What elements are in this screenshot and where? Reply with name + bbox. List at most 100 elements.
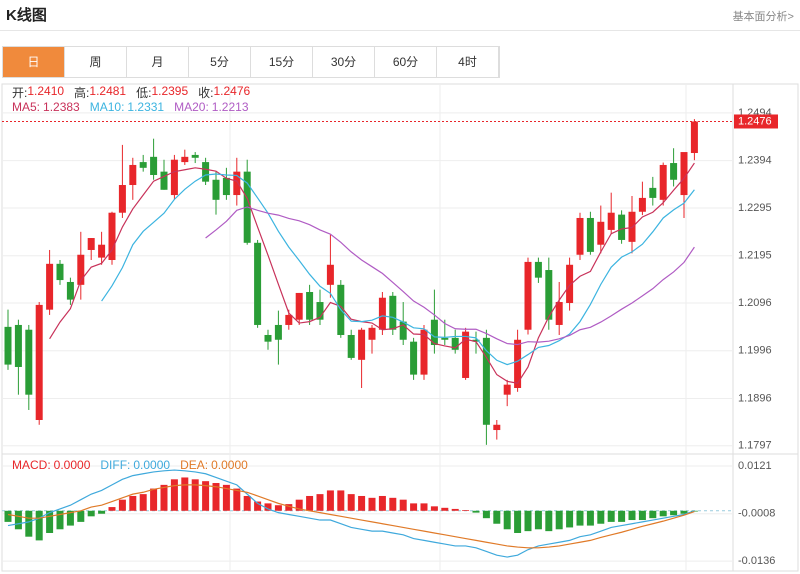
macd-bar <box>628 510 636 521</box>
macd-bar <box>659 510 667 517</box>
candle-body <box>649 187 657 198</box>
ohlc-value: 1.2410 <box>27 84 65 98</box>
ohlc-item: 高: 1.2481 <box>74 84 126 101</box>
candle-body <box>690 121 698 154</box>
period-tab[interactable]: 30分 <box>313 47 375 77</box>
candle-body <box>420 329 428 375</box>
macd-bar <box>420 503 428 511</box>
candle-body <box>524 261 532 330</box>
legend-value: 1.2331 <box>127 100 165 114</box>
macd-bar <box>555 510 563 530</box>
chart-frame <box>1 83 799 572</box>
macd-bar <box>98 510 106 514</box>
y-tick-label: 1.2195 <box>738 250 772 262</box>
macd-bar <box>524 510 532 532</box>
macd-bar <box>534 510 542 530</box>
macd-bar <box>347 494 355 511</box>
candle-body <box>441 337 449 340</box>
macd-bar <box>35 510 43 541</box>
candle-body <box>160 171 168 190</box>
ohlc-label: 高: <box>74 86 90 100</box>
macd-bar <box>14 510 22 530</box>
candle-body <box>139 162 147 168</box>
legend-value: 1.2383 <box>43 100 80 114</box>
y-tick-label: 1.2295 <box>738 202 772 214</box>
y-tick-label: 1.1896 <box>738 392 772 404</box>
candle-body <box>191 154 199 158</box>
candle-body <box>285 314 293 325</box>
candle-body <box>212 179 220 200</box>
macd-bar <box>638 510 646 521</box>
ohlc-label: 开: <box>12 86 28 100</box>
period-tab[interactable]: 4时 <box>437 47 499 77</box>
page-title: K线图 <box>6 7 47 24</box>
macd-bar <box>430 506 438 511</box>
candle-body <box>659 164 667 200</box>
candle-body <box>462 331 470 378</box>
macd-legend: MACD: 0.0000 DIFF: 0.0000 DEA: 0.0000 <box>12 458 248 472</box>
legend-name: DIFF: <box>100 458 131 472</box>
period-tab[interactable]: 日 <box>3 47 65 77</box>
period-tab[interactable]: 60分 <box>375 47 437 77</box>
candle-body <box>35 304 43 420</box>
macd-line <box>7 484 695 549</box>
period-tab[interactable]: 月 <box>127 47 189 77</box>
macd-bar <box>170 479 178 511</box>
macd-bar <box>472 510 480 513</box>
legend-value: 0.0000 <box>211 458 248 472</box>
fundamentals-link[interactable]: 基本面分析> <box>732 11 794 23</box>
candle-body <box>451 337 459 350</box>
macd-bar <box>358 495 366 511</box>
ma-line <box>101 173 695 366</box>
macd-bar <box>150 488 158 511</box>
candle-body <box>56 263 64 281</box>
period-tab[interactable]: 周 <box>65 47 127 77</box>
legend-value: 0.0000 <box>133 458 171 472</box>
macd-bar <box>264 503 272 511</box>
candle-body <box>46 263 54 310</box>
macd-bar <box>514 510 522 533</box>
macd-bar <box>607 510 615 522</box>
macd-bar <box>680 510 688 514</box>
legend-name: MA5: <box>12 100 41 114</box>
candle-body <box>514 339 522 388</box>
candle-body <box>4 326 12 365</box>
last-price-box <box>734 114 778 129</box>
legend-name: MA20: <box>174 100 209 114</box>
candle-body <box>368 327 376 340</box>
candle-body <box>607 212 615 230</box>
macd-bar <box>274 505 282 511</box>
candle-body <box>316 302 324 320</box>
macd-bar <box>378 495 386 511</box>
candle-body <box>129 164 137 186</box>
macd-bar <box>4 510 12 522</box>
candle-body <box>378 297 386 330</box>
macd-bar <box>597 510 605 524</box>
macd-bar <box>545 510 553 532</box>
candle-body <box>264 334 272 342</box>
y-tick-label: -0.0136 <box>738 555 775 567</box>
candle-body <box>108 212 116 260</box>
macd-bar <box>254 501 262 511</box>
candle-body <box>410 341 418 375</box>
ohlc-label: 低: <box>136 86 152 100</box>
ohlc-value: 1.2481 <box>89 84 127 98</box>
candle-body <box>638 197 646 212</box>
macd-bar <box>670 510 678 516</box>
period-tab[interactable]: 15分 <box>251 47 313 77</box>
macd-bar <box>222 484 230 511</box>
macd-bar <box>316 494 324 511</box>
candle-body <box>347 334 355 358</box>
macd-bar <box>649 510 657 519</box>
ma-line <box>49 162 695 384</box>
legend-value: 0.0000 <box>53 458 91 472</box>
candle-body <box>181 156 189 163</box>
candle-body <box>66 281 74 300</box>
divider <box>0 30 800 31</box>
legend-item: MACD: 0.0000 <box>12 458 90 472</box>
candle-body <box>118 185 126 213</box>
macd-bar <box>160 484 168 511</box>
period-tab[interactable]: 5分 <box>189 47 251 77</box>
candle-body <box>233 171 241 196</box>
